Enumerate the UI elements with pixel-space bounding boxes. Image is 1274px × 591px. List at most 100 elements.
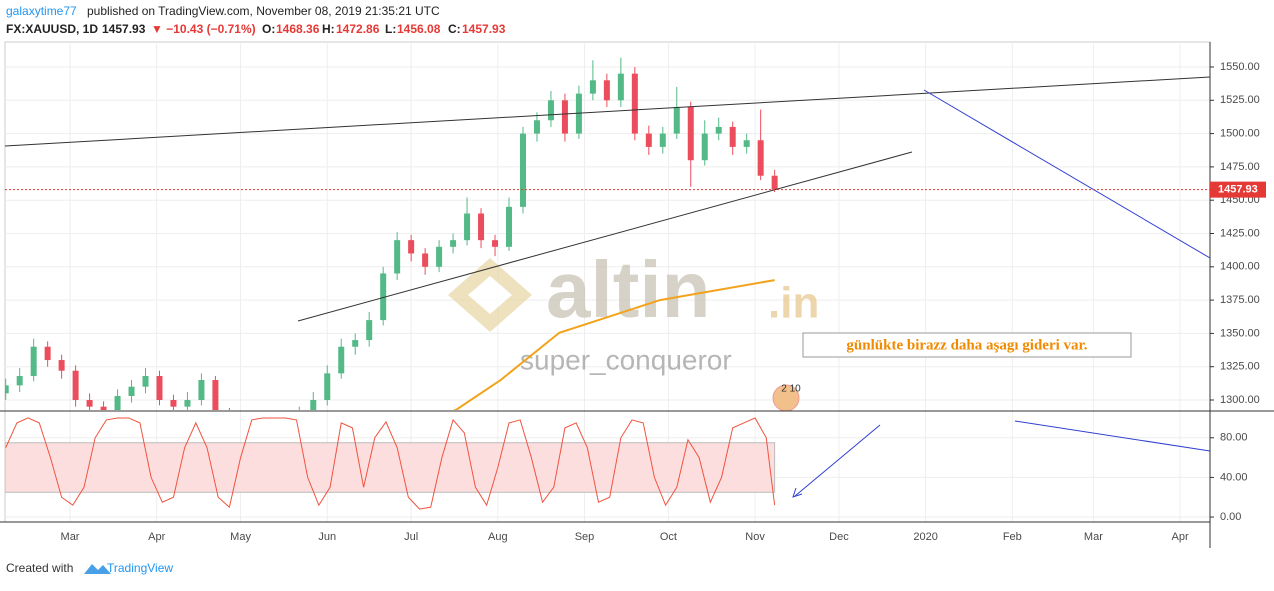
candle-body bbox=[659, 133, 666, 147]
symbol-line: FX:XAUUSD, 1D 1457.93 ▼ −10.43 (−0.71%) … bbox=[6, 22, 506, 36]
candle-body bbox=[254, 420, 260, 433]
candle-body bbox=[366, 320, 373, 341]
candle-body bbox=[729, 126, 736, 147]
candle-body bbox=[408, 240, 415, 254]
footer-brand[interactable]: TradingView bbox=[107, 561, 173, 575]
trend-line[interactable] bbox=[4, 76, 1211, 147]
candle-body bbox=[58, 360, 65, 371]
candle-body bbox=[492, 240, 499, 247]
candle-body bbox=[603, 80, 610, 101]
candle-body bbox=[394, 240, 401, 274]
last-price: 1457.93 bbox=[102, 22, 146, 36]
oscillator-pane bbox=[5, 417, 776, 510]
x-tick-label: May bbox=[230, 531, 251, 543]
brand: altin bbox=[546, 245, 710, 334]
footer-logo bbox=[84, 564, 111, 574]
candle-body bbox=[519, 133, 526, 207]
x-tick-label: 2020 bbox=[913, 531, 937, 543]
candle-body bbox=[184, 400, 191, 407]
candle-body bbox=[352, 340, 359, 347]
x-tick-label: Mar bbox=[61, 531, 80, 543]
candle-body bbox=[310, 400, 317, 410]
annotation-box[interactable] bbox=[802, 332, 1132, 358]
candle-body bbox=[464, 213, 471, 241]
high-label: H: bbox=[322, 22, 335, 36]
candle-body bbox=[268, 420, 274, 427]
watermark: altin .in super_conqueror bbox=[448, 245, 819, 375]
logo-inner bbox=[468, 276, 512, 314]
y-tick-label: 1400.00 bbox=[1220, 261, 1260, 273]
x-tick-label: Nov bbox=[745, 531, 765, 543]
candle-body bbox=[5, 385, 9, 394]
candle-body bbox=[86, 400, 93, 407]
close-label: C: bbox=[448, 22, 461, 36]
close-value: 1457.93 bbox=[462, 22, 506, 36]
low-value: 1456.08 bbox=[397, 22, 441, 36]
candle-body bbox=[380, 273, 387, 321]
y-tick-label: 1550.00 bbox=[1220, 61, 1260, 73]
y-tick-label: 1300.00 bbox=[1220, 394, 1260, 406]
candle-body bbox=[114, 396, 121, 410]
arrow-head bbox=[792, 487, 803, 498]
candle-body bbox=[757, 140, 764, 176]
footer-created: Created with bbox=[6, 561, 73, 575]
author[interactable]: galaxytime77 bbox=[6, 4, 77, 18]
candle-body bbox=[715, 126, 722, 134]
brand-suffix: .in bbox=[768, 279, 819, 328]
candle-body bbox=[436, 246, 443, 267]
candle-body bbox=[450, 240, 457, 247]
candle-body bbox=[478, 213, 485, 241]
candle-body bbox=[212, 380, 219, 410]
y-tick-label: 1375.00 bbox=[1220, 294, 1260, 306]
open-label: O: bbox=[262, 22, 275, 36]
open-value: 1468.36 bbox=[276, 22, 320, 36]
candle-body bbox=[687, 106, 694, 161]
candle-body bbox=[547, 100, 554, 121]
candle-body bbox=[617, 73, 624, 101]
y-tick-label: 40.00 bbox=[1220, 471, 1248, 483]
x-tick-label: Mar bbox=[1084, 531, 1103, 543]
last-price-tag bbox=[1210, 181, 1266, 198]
candle-body bbox=[142, 376, 149, 387]
y-tick-label: 1325.00 bbox=[1220, 361, 1260, 373]
candle-body bbox=[589, 80, 596, 94]
x-tick-label: Jul bbox=[404, 531, 418, 543]
y-tick-label: 1350.00 bbox=[1220, 327, 1260, 339]
grid bbox=[5, 42, 1210, 522]
y-tick-label: 80.00 bbox=[1220, 432, 1248, 444]
candle-body bbox=[645, 133, 652, 147]
candle-body bbox=[128, 386, 135, 397]
annotation: günlükte birazz daha aşagı gideri var. bbox=[846, 337, 1087, 353]
candle-body bbox=[533, 120, 540, 134]
candle-body bbox=[631, 73, 638, 134]
trend-line[interactable] bbox=[923, 89, 1211, 259]
candle-body bbox=[72, 370, 79, 401]
candle-body bbox=[296, 413, 302, 420]
oscillator-line bbox=[5, 417, 776, 510]
x-tick-label: Sep bbox=[575, 531, 595, 543]
candle-body bbox=[282, 420, 288, 427]
arrow[interactable] bbox=[794, 424, 881, 497]
candle-body bbox=[422, 253, 429, 267]
x-tick-label: Apr bbox=[148, 531, 165, 543]
candle-body bbox=[673, 106, 680, 134]
last-price-label: 1457.93 bbox=[1218, 184, 1258, 196]
published: published on TradingView.com, November 0… bbox=[87, 4, 440, 18]
x-tick-label: Oct bbox=[660, 531, 677, 543]
candle-body bbox=[198, 380, 205, 401]
symbol: FX:XAUUSD, 1D bbox=[6, 22, 98, 36]
trend-line[interactable] bbox=[297, 151, 913, 322]
y-tick-label: 1500.00 bbox=[1220, 127, 1260, 139]
badge-label: 2 10 bbox=[781, 384, 801, 395]
x-tick-label: Jun bbox=[318, 531, 336, 543]
candle-body bbox=[771, 175, 778, 190]
candle-body bbox=[44, 346, 51, 361]
candle-body bbox=[30, 346, 37, 377]
trend-line[interactable] bbox=[1014, 420, 1211, 452]
candle-body bbox=[338, 346, 345, 374]
candle-body bbox=[156, 376, 163, 401]
x-tick-label: Feb bbox=[1003, 531, 1022, 543]
candle-body bbox=[701, 133, 708, 161]
candle-body bbox=[240, 427, 246, 434]
